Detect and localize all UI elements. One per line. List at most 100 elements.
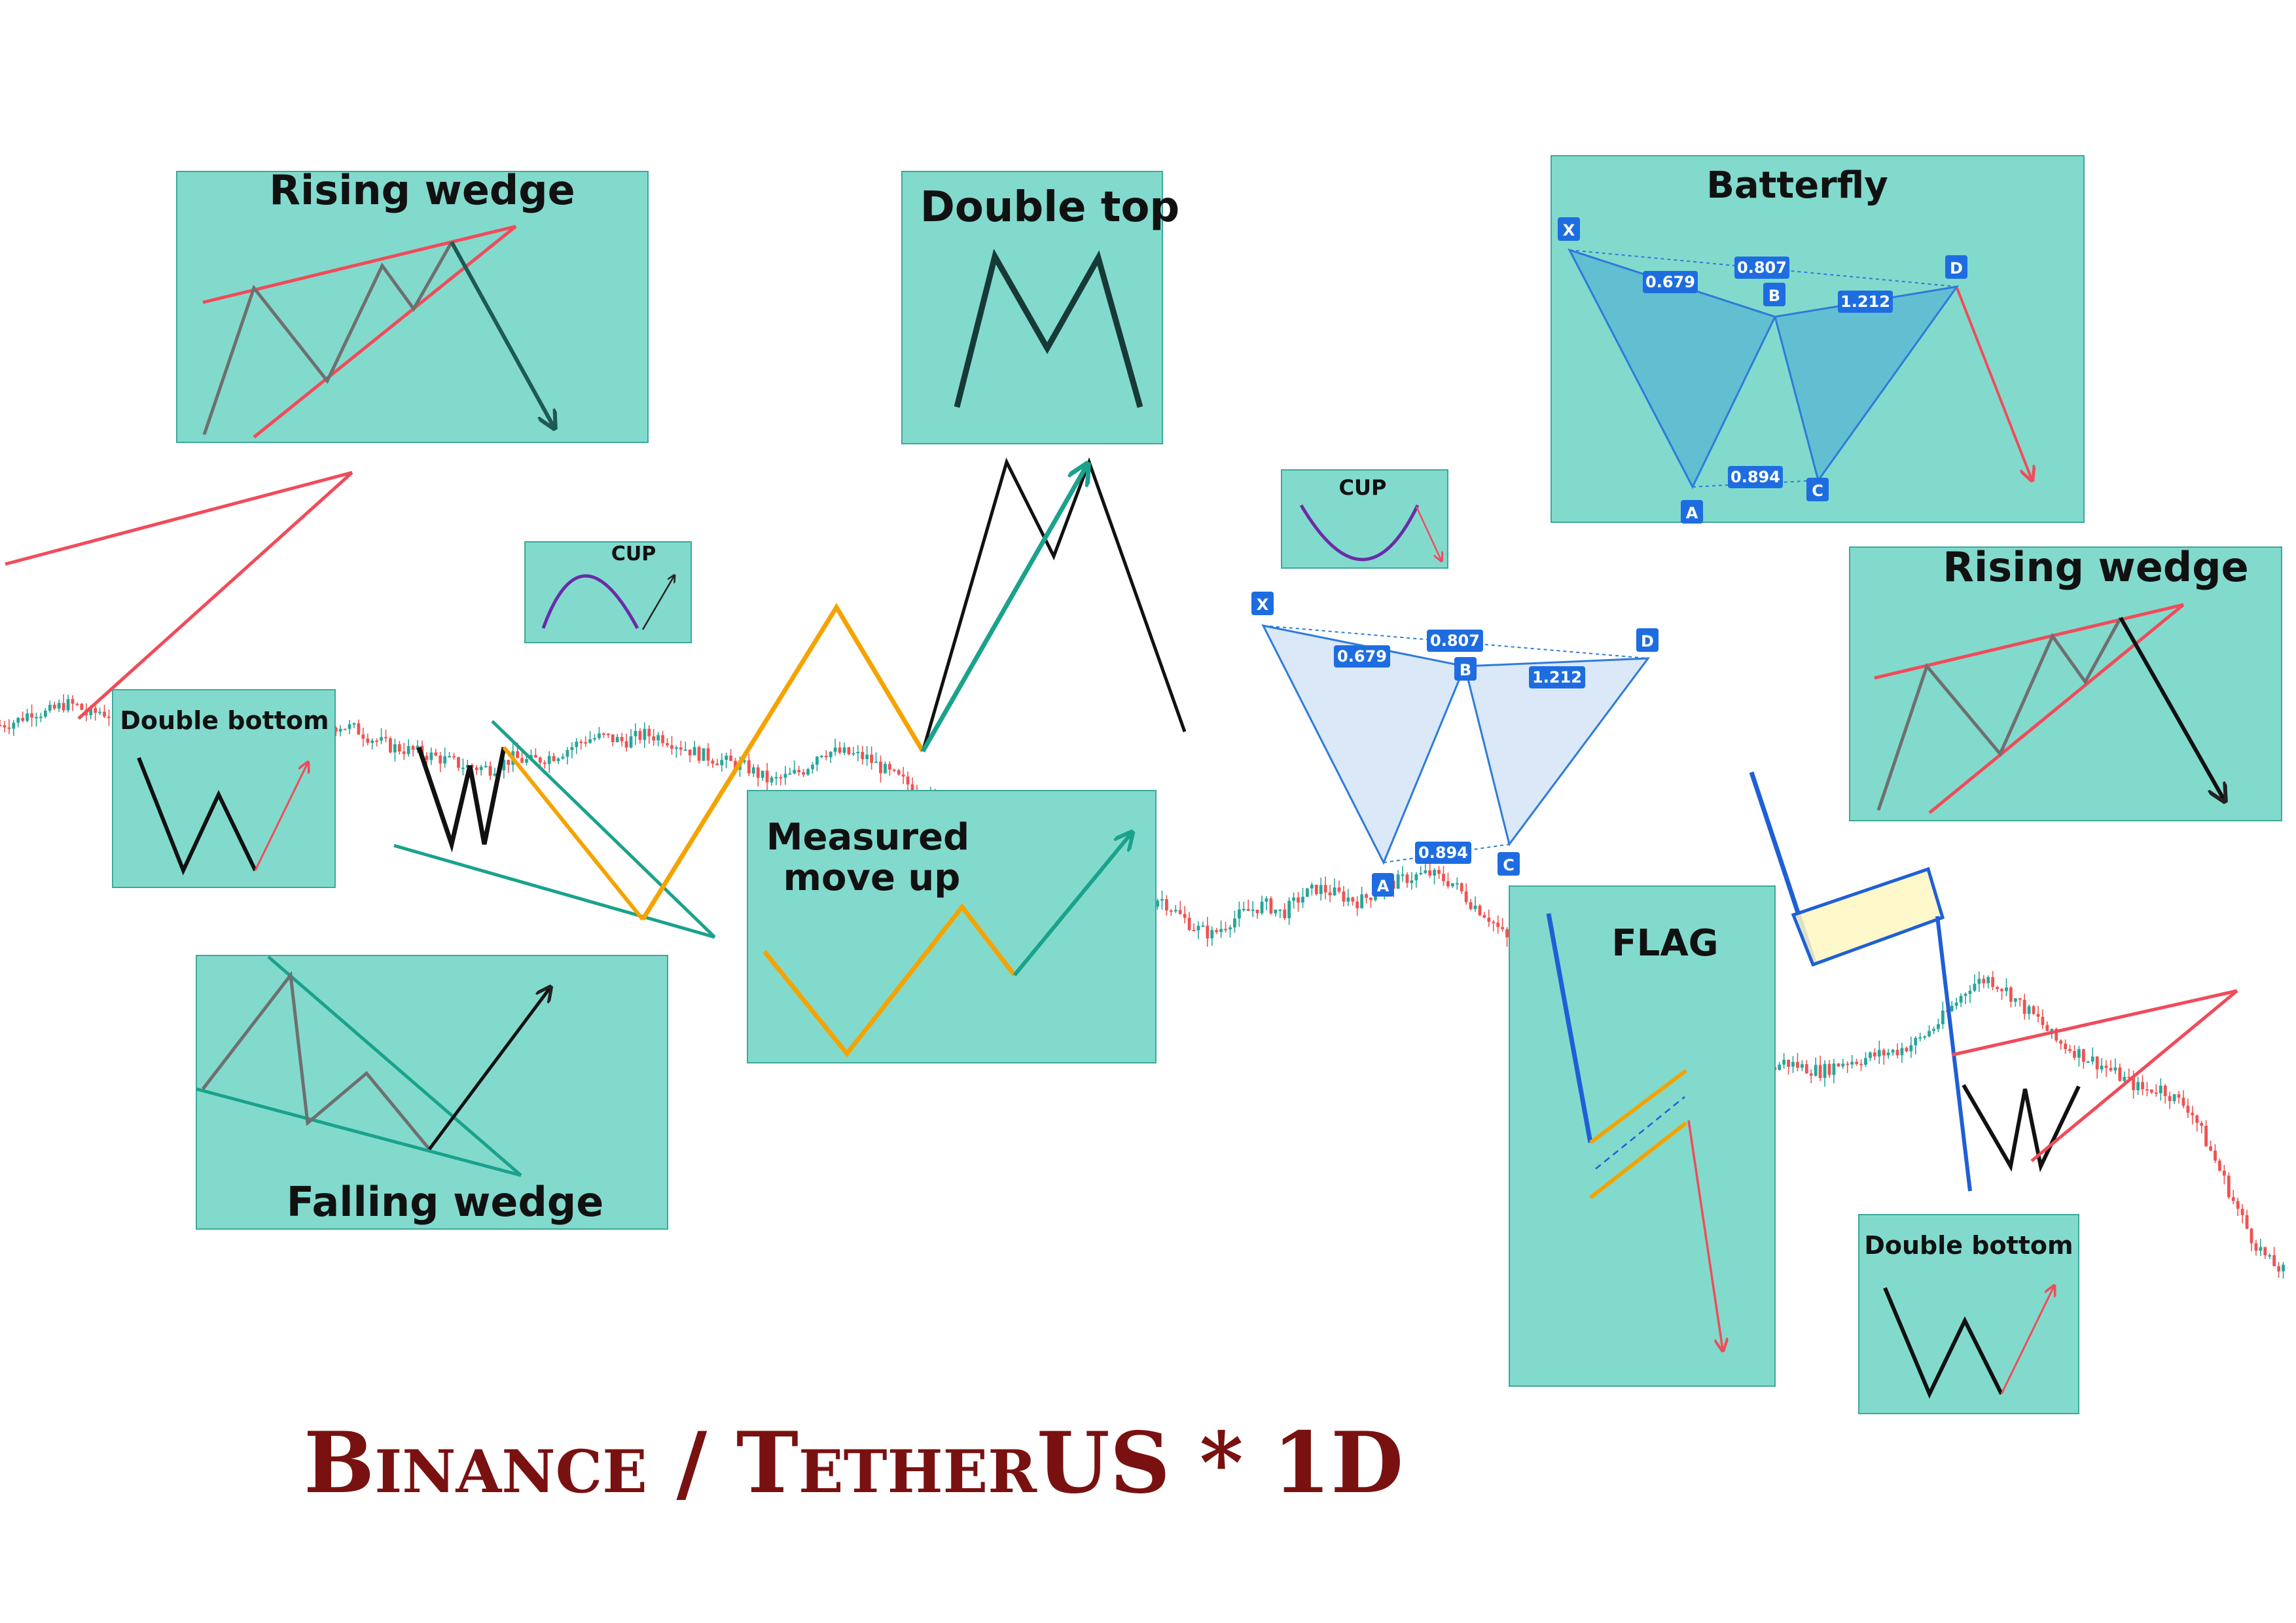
candle-body [1314,884,1318,895]
candle-body [434,752,438,756]
candle-body [1306,888,1309,897]
candle-body [352,723,356,725]
candle-body [2045,1025,2049,1031]
candle-body [670,745,673,749]
svg-text:X: X [1563,221,1575,240]
candle-body [797,770,801,773]
candle-body [1210,930,1214,938]
candle-body [833,747,837,752]
candle-body [1237,909,1241,919]
candle-body [2086,1061,2090,1063]
candle-body [488,766,492,776]
panel-title-cup-2: CUP [1339,475,1387,500]
candle-body [2141,1082,2144,1090]
svg-text:A: A [1686,504,1698,522]
svg-text:C: C [1812,482,1823,500]
candle-body [1201,925,1205,927]
candle-body [1791,1061,1795,1067]
candle-body [89,707,93,715]
panel-double-bottom-1: Double bottom [112,689,336,888]
candle-body [2118,1067,2122,1081]
rising-wedge-1-lines [5,471,353,720]
candle-body [842,747,846,753]
candle-body [2104,1065,2108,1068]
candle-body [1482,915,1486,918]
candle-body [370,740,374,743]
candle-body [1464,891,1468,902]
candle-body [375,740,379,742]
svg-text:B: B [1768,287,1780,305]
candle-body [516,751,520,758]
candle-body [2000,989,2003,991]
candle-body [561,757,565,759]
candle-body [725,755,728,760]
candle-body [865,755,869,759]
candle-body [2100,1065,2104,1070]
candle-body [2018,998,2022,1000]
candle-body [1973,984,1977,991]
double-bottom-2-chart-lines [1962,1084,2081,1173]
candle-body [12,722,16,729]
chart-title: Binance / TetherUS * 1D [304,1414,1403,1512]
candle-body [1841,1063,1845,1067]
panel-batterfly: Batterfly 0.679 0.807 1.212 0.894 X A B … [1551,155,2085,524]
candle-body [94,707,98,713]
candle-body [593,738,596,740]
candle-body [3,725,7,728]
candle-body [629,736,633,748]
candle-body [1297,897,1300,903]
svg-text:B: B [1460,661,1471,679]
candle-body [1928,1031,1931,1037]
flag-channel [1791,866,1945,967]
candle-body [1450,883,1454,887]
candle-body [606,734,610,736]
candle-body [1242,908,1246,910]
candle-body [2159,1086,2162,1094]
candle-body [852,753,855,755]
candle-body [16,717,20,723]
candle-body [1433,870,1437,876]
candle-body [1877,1050,1881,1057]
svg-text:0.894: 0.894 [1731,468,1780,486]
candle-body [1428,870,1432,876]
harmonic-pattern-chart: 0.679 0.807 1.212 0.894 X A B C D [1251,592,1659,897]
candle-body [1954,1003,1958,1006]
candle-body [1233,918,1236,928]
candle-body [2050,1029,2054,1031]
candle-body [1787,1060,1790,1067]
candle-body [479,766,483,770]
candle-body [1160,899,1164,901]
candle-body [2240,1209,2244,1215]
falling-wedge-chart-lines [393,720,716,939]
candle-body [783,774,787,778]
candle-body [2054,1029,2058,1041]
candle-body [1809,1073,1813,1076]
candle-body [901,774,905,777]
candle-body [338,728,342,732]
candle-body [598,733,601,738]
svg-text:A: A [1377,877,1390,895]
candle-body [1206,925,1210,938]
candle-body [2127,1077,2131,1079]
candle-body [2186,1105,2190,1113]
candle-body [384,737,387,739]
candle-body [1174,910,1177,912]
candle-body [502,760,506,771]
candle-body [861,752,865,759]
candle-body [443,756,447,764]
candle-body [565,750,569,757]
double-top-teal-arrow [920,466,1086,753]
candle-body [1950,1005,1954,1011]
candle-body [666,743,669,745]
candle-body [1814,1065,1818,1076]
candle-body [1374,895,1377,901]
candle-body [448,756,452,758]
candle-body [1169,910,1173,912]
candle-body [71,699,75,704]
measured-move-path [641,603,925,921]
harmonic-point-d: D [1636,628,1659,652]
candle-body [1846,1063,1850,1065]
candle-body [1905,1048,1909,1052]
candle-body [1442,874,1445,882]
